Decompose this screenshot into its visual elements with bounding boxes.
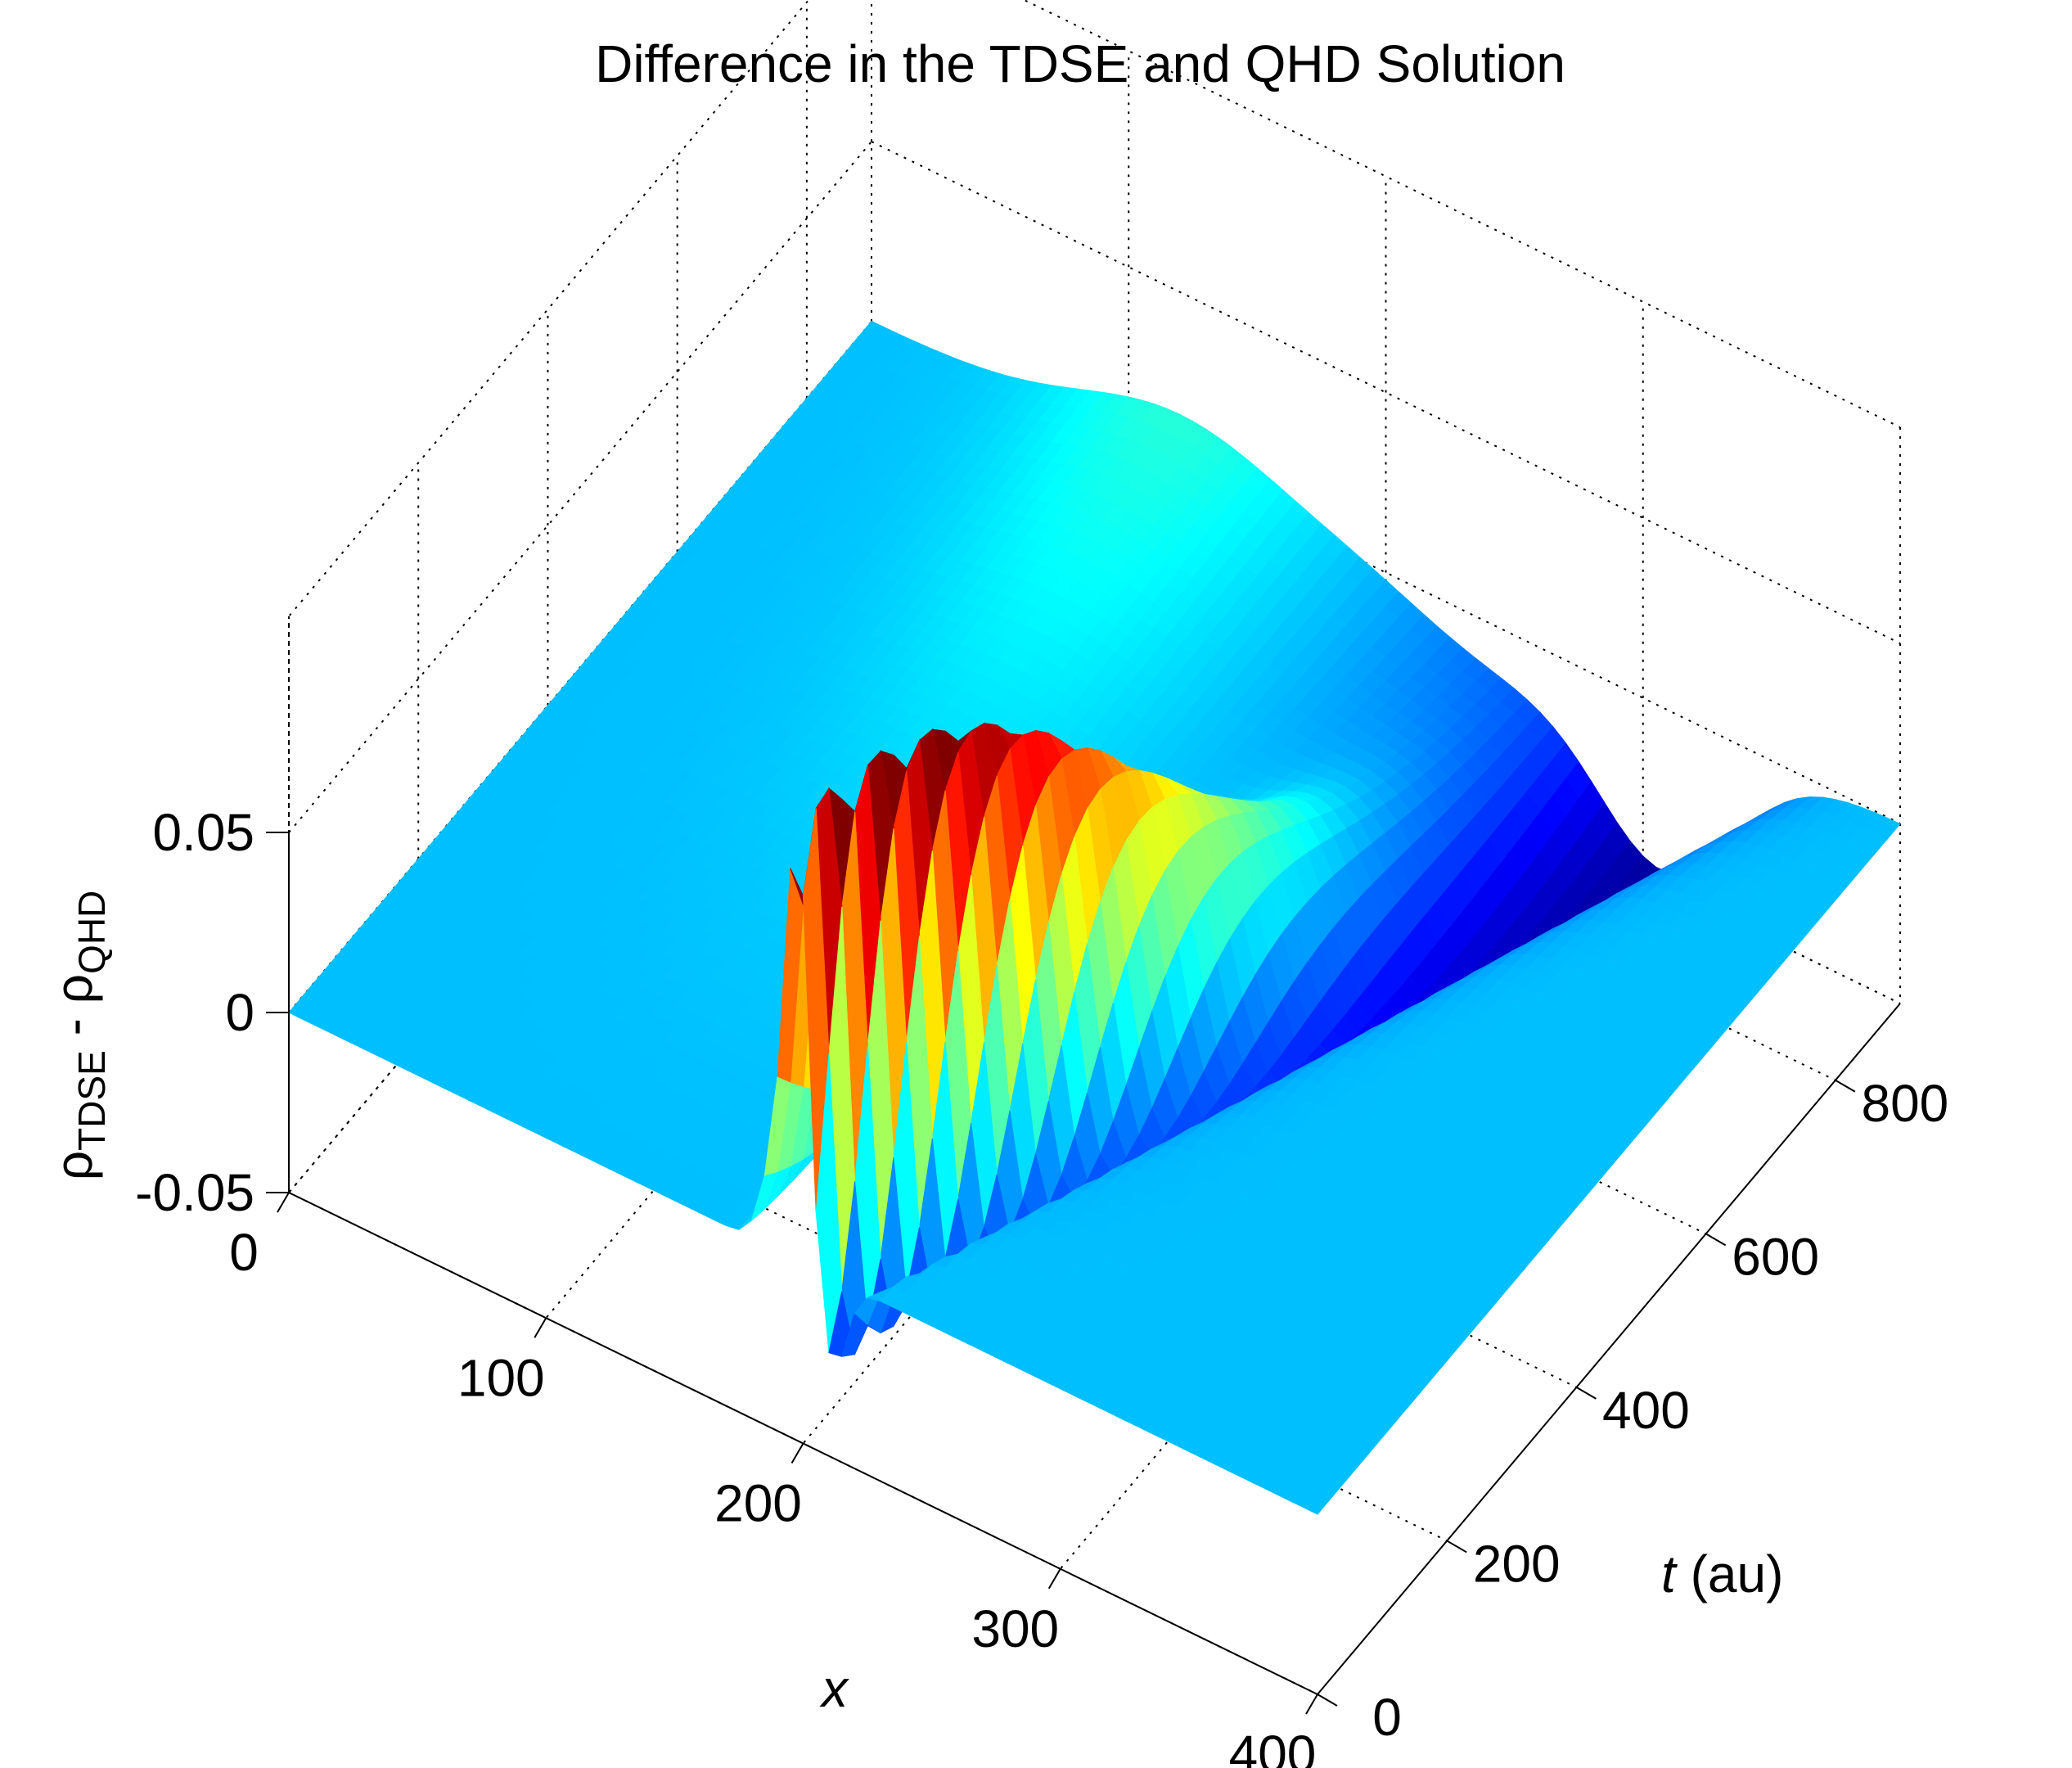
- x-tick-mark: [534, 1317, 547, 1338]
- x-tick-label: 0: [229, 1223, 259, 1282]
- chart-title: Difference in the TDSE and QHD Solution: [595, 34, 1565, 93]
- t-tick-label: 600: [1732, 1227, 1819, 1286]
- box-edge: [1022, 0, 1901, 428]
- t-axis-label: t (au): [1661, 1545, 1783, 1603]
- t-tick-mark: [1317, 1694, 1338, 1707]
- t-tick-mark: [1705, 1233, 1727, 1247]
- x-tick-mark: [1305, 1694, 1318, 1715]
- z-axis-label: ρTDSE - ρQHD: [44, 891, 113, 1181]
- x-axis-ticks: 0 100 200 300 400: [229, 1223, 1316, 1768]
- t-tick-label: 400: [1602, 1381, 1690, 1440]
- z-tick-label: -0.05: [135, 1163, 254, 1222]
- surface-patch: [1304, 1491, 1331, 1515]
- t-tick-mark: [1446, 1540, 1467, 1554]
- z-tick-label: 0.05: [152, 803, 254, 862]
- x-tick-mark: [1047, 1568, 1061, 1590]
- x-tick-label: 300: [971, 1599, 1059, 1658]
- surface-mesh: [288, 320, 1901, 1515]
- t-axis-ticks: 0 200 400 600 800: [1372, 1074, 1948, 1747]
- z-axis-ticks: -0.05 0 0.05: [135, 803, 254, 1222]
- x-tick-mark: [791, 1442, 804, 1464]
- t-tick-mark: [1575, 1387, 1597, 1400]
- t-tick-mark: [1835, 1079, 1856, 1093]
- x-axis-label: x: [819, 1659, 849, 1718]
- grid-line: [871, 141, 1901, 644]
- grid-line: [288, 141, 872, 833]
- box-edge: [288, 0, 810, 617]
- t-axis-line: [1317, 1003, 1901, 1695]
- t-tick-label: 800: [1861, 1074, 1948, 1133]
- t-tick-label: 200: [1473, 1534, 1561, 1593]
- x-tick-mark: [277, 1192, 290, 1213]
- axis-lines: [266, 832, 1901, 1715]
- x-tick-label: 200: [714, 1474, 802, 1533]
- z-tick-label: 0: [225, 983, 254, 1042]
- x-tick-label: 100: [457, 1348, 545, 1407]
- x-tick-label: 400: [1229, 1725, 1317, 1768]
- t-tick-label: 0: [1372, 1688, 1402, 1747]
